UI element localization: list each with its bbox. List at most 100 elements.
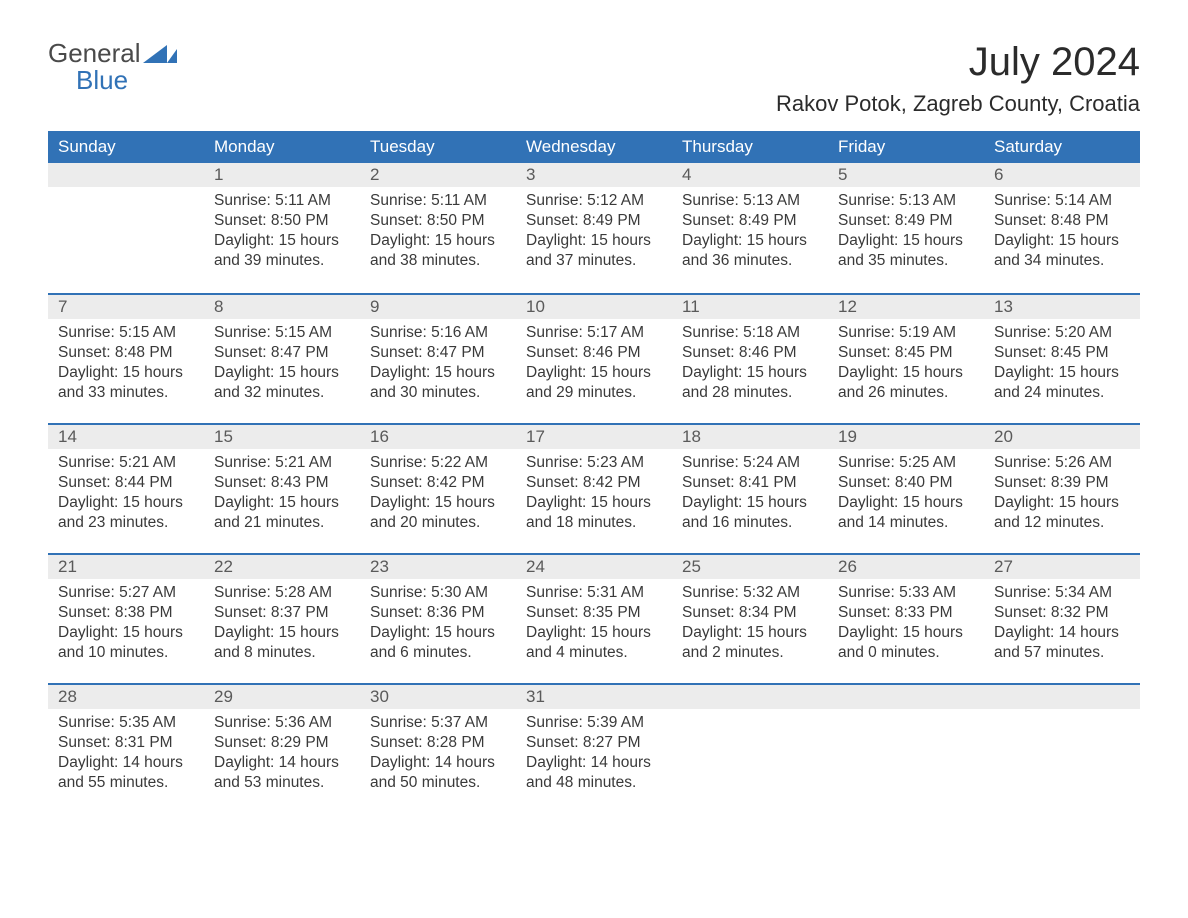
day-cell: 29Sunrise: 5:36 AMSunset: 8:29 PMDayligh… [204, 685, 360, 813]
day-cell: 8Sunrise: 5:15 AMSunset: 8:47 PMDaylight… [204, 295, 360, 423]
day-details: Sunrise: 5:13 AMSunset: 8:49 PMDaylight:… [828, 187, 984, 272]
day-number: 11 [672, 295, 828, 319]
day-details: Sunrise: 5:35 AMSunset: 8:31 PMDaylight:… [48, 709, 204, 794]
sunset-text: Sunset: 8:47 PM [370, 343, 506, 363]
day-number: 4 [672, 163, 828, 187]
sunrise-text: Sunrise: 5:31 AM [526, 583, 662, 603]
sunset-text: Sunset: 8:31 PM [58, 733, 194, 753]
day-details: Sunrise: 5:15 AMSunset: 8:48 PMDaylight:… [48, 319, 204, 404]
sunset-text: Sunset: 8:45 PM [994, 343, 1130, 363]
day-cell: 14Sunrise: 5:21 AMSunset: 8:44 PMDayligh… [48, 425, 204, 553]
day-cell: 30 Sunrise: 5:37 AMSunset: 8:28 PMDayligh… [360, 685, 516, 813]
weekday-thursday: Thursday [672, 131, 828, 163]
sunrise-text: Sunrise: 5:35 AM [58, 713, 194, 733]
day-number: 28 [48, 685, 204, 709]
sunrise-text: Sunrise: 5:36 AM [214, 713, 350, 733]
weekday-tuesday: Tuesday [360, 131, 516, 163]
day-number: 5 [828, 163, 984, 187]
day-details: Sunrise: 5:21 AMSunset: 8:44 PMDaylight:… [48, 449, 204, 534]
day-number: 31 [516, 685, 672, 709]
day-cell: 24Sunrise: 5:31 AMSunset: 8:35 PMDayligh… [516, 555, 672, 683]
sunrise-text: Sunrise: 5:21 AM [214, 453, 350, 473]
day-cell: 5Sunrise: 5:13 AMSunset: 8:49 PMDaylight… [828, 163, 984, 293]
day-details: Sunrise: 5:25 AMSunset: 8:40 PMDaylight:… [828, 449, 984, 534]
daylight-text: Daylight: 15 hours and 23 minutes. [58, 493, 194, 533]
day-number: 2 [360, 163, 516, 187]
day-details: Sunrise: 5:11 AMSunset: 8:50 PMDaylight:… [360, 187, 516, 272]
sunset-text: Sunset: 8:48 PM [58, 343, 194, 363]
daylight-text: Daylight: 15 hours and 26 minutes. [838, 363, 974, 403]
day-number [48, 163, 204, 187]
sunset-text: Sunset: 8:28 PM [370, 733, 506, 753]
sunset-text: Sunset: 8:41 PM [682, 473, 818, 493]
calendar: Sunday Monday Tuesday Wednesday Thursday… [48, 131, 1140, 813]
weeks-container: 1Sunrise: 5:11 AMSunset: 8:50 PMDaylight… [48, 163, 1140, 813]
day-details: Sunrise: 5:32 AMSunset: 8:34 PMDaylight:… [672, 579, 828, 664]
day-number: 16 [360, 425, 516, 449]
sunrise-text: Sunrise: 5:25 AM [838, 453, 974, 473]
day-details: Sunrise: 5:13 AMSunset: 8:49 PMDaylight:… [672, 187, 828, 272]
sunrise-text: Sunrise: 5:24 AM [682, 453, 818, 473]
daylight-text: Daylight: 15 hours and 24 minutes. [994, 363, 1130, 403]
week-row: 14Sunrise: 5:21 AMSunset: 8:44 PMDayligh… [48, 423, 1140, 553]
day-number: 12 [828, 295, 984, 319]
sunrise-text: Sunrise: 5:37 AM [370, 713, 506, 733]
day-details: Sunrise: 5:34 AMSunset: 8:32 PMDaylight:… [984, 579, 1140, 664]
daylight-text: Daylight: 15 hours and 18 minutes. [526, 493, 662, 533]
sunrise-text: Sunrise: 5:33 AM [838, 583, 974, 603]
sunrise-text: Sunrise: 5:14 AM [994, 191, 1130, 211]
day-details: Sunrise: 5:21 AMSunset: 8:43 PMDaylight:… [204, 449, 360, 534]
sunset-text: Sunset: 8:47 PM [214, 343, 350, 363]
day-number: 30 [360, 685, 516, 709]
daylight-text: Daylight: 15 hours and 8 minutes. [214, 623, 350, 663]
day-cell: 2Sunrise: 5:11 AMSunset: 8:50 PMDaylight… [360, 163, 516, 293]
sunset-text: Sunset: 8:37 PM [214, 603, 350, 623]
day-number: 17 [516, 425, 672, 449]
day-cell: 1Sunrise: 5:11 AMSunset: 8:50 PMDaylight… [204, 163, 360, 293]
sunrise-text: Sunrise: 5:11 AM [370, 191, 506, 211]
day-cell [828, 685, 984, 813]
day-cell [984, 685, 1140, 813]
daylight-text: Daylight: 15 hours and 20 minutes. [370, 493, 506, 533]
daylight-text: Daylight: 15 hours and 14 minutes. [838, 493, 974, 533]
daylight-text: Daylight: 15 hours and 10 minutes. [58, 623, 194, 663]
page-title: July 2024 [776, 40, 1140, 85]
day-number: 18 [672, 425, 828, 449]
day-cell: 20Sunrise: 5:26 AMSunset: 8:39 PMDayligh… [984, 425, 1140, 553]
day-number [984, 685, 1140, 709]
daylight-text: Daylight: 14 hours and 50 minutes. [370, 753, 506, 793]
logo-blue-text: Blue [76, 67, 177, 94]
day-number: 9 [360, 295, 516, 319]
daylight-text: Daylight: 15 hours and 30 minutes. [370, 363, 506, 403]
day-cell: 18Sunrise: 5:24 AMSunset: 8:41 PMDayligh… [672, 425, 828, 553]
sunrise-text: Sunrise: 5:34 AM [994, 583, 1130, 603]
day-cell: 3Sunrise: 5:12 AMSunset: 8:49 PMDaylight… [516, 163, 672, 293]
weekday-saturday: Saturday [984, 131, 1140, 163]
sunset-text: Sunset: 8:40 PM [838, 473, 974, 493]
day-number: 13 [984, 295, 1140, 319]
sunset-text: Sunset: 8:42 PM [370, 473, 506, 493]
sunset-text: Sunset: 8:39 PM [994, 473, 1130, 493]
week-row: 7Sunrise: 5:15 AMSunset: 8:48 PMDaylight… [48, 293, 1140, 423]
day-number: 24 [516, 555, 672, 579]
sunset-text: Sunset: 8:29 PM [214, 733, 350, 753]
daylight-text: Daylight: 14 hours and 55 minutes. [58, 753, 194, 793]
sunset-text: Sunset: 8:50 PM [214, 211, 350, 231]
sunset-text: Sunset: 8:49 PM [682, 211, 818, 231]
sunset-text: Sunset: 8:50 PM [370, 211, 506, 231]
weekday-wednesday: Wednesday [516, 131, 672, 163]
daylight-text: Daylight: 15 hours and 21 minutes. [214, 493, 350, 533]
daylight-text: Daylight: 15 hours and 12 minutes. [994, 493, 1130, 533]
day-details: Sunrise: 5:20 AMSunset: 8:45 PMDaylight:… [984, 319, 1140, 404]
day-number: 15 [204, 425, 360, 449]
day-cell: 13Sunrise: 5:20 AMSunset: 8:45 PMDayligh… [984, 295, 1140, 423]
day-number: 26 [828, 555, 984, 579]
day-details: Sunrise: 5:14 AMSunset: 8:48 PMDaylight:… [984, 187, 1140, 272]
sunset-text: Sunset: 8:46 PM [526, 343, 662, 363]
daylight-text: Daylight: 15 hours and 35 minutes. [838, 231, 974, 271]
day-number: 23 [360, 555, 516, 579]
daylight-text: Daylight: 15 hours and 37 minutes. [526, 231, 662, 271]
daylight-text: Daylight: 15 hours and 4 minutes. [526, 623, 662, 663]
day-details: Sunrise: 5:15 AMSunset: 8:47 PMDaylight:… [204, 319, 360, 404]
sunrise-text: Sunrise: 5:15 AM [58, 323, 194, 343]
